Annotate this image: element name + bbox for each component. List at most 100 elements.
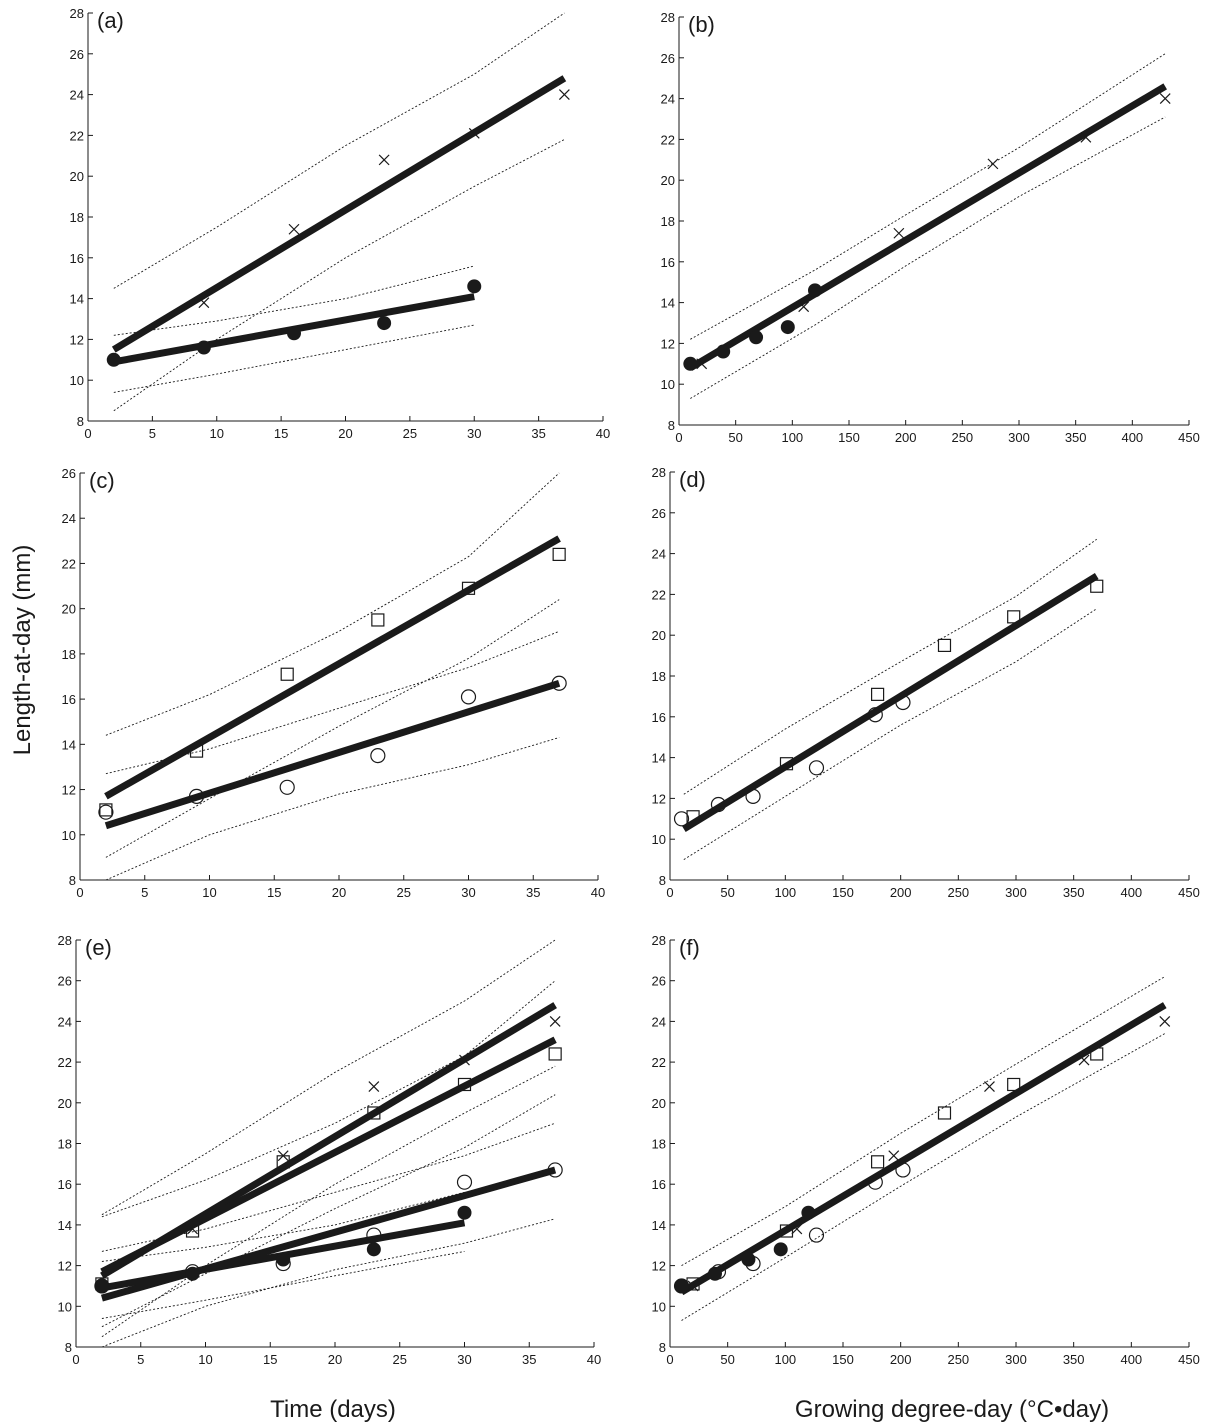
y-tick-label: 14 (652, 1218, 666, 1233)
x-tick-label: 350 (1063, 1352, 1085, 1367)
x-tick-label: 100 (774, 885, 796, 900)
y-tick-label: 16 (70, 251, 84, 266)
y-tick-label: 20 (58, 1096, 72, 1111)
x-tick-label: 0 (76, 885, 83, 900)
y-tick-label: 28 (58, 933, 72, 948)
y-tick-label: 8 (659, 873, 666, 888)
x-tick-label: 150 (838, 430, 860, 445)
x-tick-label: 200 (890, 1352, 912, 1367)
x-tick-label: 20 (338, 426, 352, 441)
cross-marker (558, 89, 570, 101)
x-tick-label: 250 (947, 885, 969, 900)
y-tick-label: 18 (652, 669, 666, 684)
filled-circle-marker (716, 344, 731, 359)
x-tick-label: 100 (774, 1352, 796, 1367)
cross-marker (1159, 1015, 1171, 1027)
x-tick-label: 0 (84, 426, 91, 441)
open-square-marker (1090, 579, 1104, 593)
open-circle-marker (745, 788, 761, 804)
ci-lower-line (113, 324, 475, 393)
open-square-marker (1090, 1047, 1104, 1061)
filled-circle-marker (106, 352, 121, 367)
x-tick-label: 25 (403, 426, 417, 441)
x-tick-label: 0 (675, 430, 682, 445)
open-square-marker (280, 667, 294, 681)
open-circle-marker (808, 760, 825, 776)
panels: 0 5 10 15 20 25 30 35 40 8 10 12 14 16 18 20 22 24 26 28 (a)… (58, 6, 1200, 1367)
open-square-marker (779, 1224, 794, 1238)
x-tick-label: 35 (522, 1352, 536, 1367)
x-axis-title-gdd: Growing degree-day (°C•day) (795, 1396, 1109, 1423)
panel-b: 0 50 100 150 200 250 300 350 400 450 8 10 12 14 16 18 20… (661, 10, 1200, 445)
filled-circle-marker (196, 340, 211, 355)
ci-lower-line (101, 1094, 556, 1328)
y-tick-label: 10 (62, 828, 76, 843)
cross-marker (1159, 93, 1171, 105)
y-tick-label: 22 (652, 1055, 666, 1070)
filled-circle-marker (780, 320, 795, 335)
y-tick-label: 12 (661, 336, 675, 351)
x-tick-label: 20 (328, 1352, 342, 1367)
open-square-marker (1007, 610, 1021, 624)
ci-upper-line (101, 980, 556, 1218)
cross-marker (549, 1015, 561, 1027)
y-tick-label: 20 (70, 169, 84, 184)
ci-lower-line (113, 139, 565, 412)
y-tick-label: 28 (661, 10, 675, 25)
filled-circle-marker (185, 1266, 200, 1281)
y-tick-label: 26 (652, 974, 666, 989)
y-tick-label: 16 (661, 255, 675, 270)
fit-line (682, 573, 1099, 832)
open-square-marker (99, 803, 113, 817)
y-tick-label: 8 (69, 873, 76, 888)
y-tick-label: 10 (652, 1299, 666, 1314)
y-tick-label: 16 (58, 1177, 72, 1192)
filled-circle-marker (467, 279, 482, 294)
open-circle-marker (710, 796, 727, 813)
cross-marker (459, 1054, 470, 1066)
x-tick-label: 150 (832, 1352, 854, 1367)
y-tick-label: 24 (62, 511, 76, 526)
cross-marker (893, 227, 905, 239)
x-tick-label: 50 (728, 430, 742, 445)
y-tick-label: 28 (652, 933, 666, 948)
x-tick-label: 100 (781, 430, 803, 445)
fit-line (688, 83, 1167, 371)
x-tick-label: 25 (397, 885, 411, 900)
open-square-marker (779, 757, 794, 771)
y-tick-label: 24 (70, 88, 84, 103)
ci-lower-line (105, 599, 560, 858)
filled-circle-marker (276, 1252, 291, 1267)
x-tick-label: 15 (267, 885, 281, 900)
panel-c: 0 5 10 15 20 25 30 35 40 8 10 12 14 16 18 20 22 24 26 (c) (62, 466, 606, 900)
panel-f: 0 50 100 150 200 250 300 350 400 450 8 10 12 14 16 18 20… (652, 933, 1200, 1367)
cross-marker (791, 1223, 803, 1235)
y-tick-label: 26 (652, 506, 666, 521)
x-tick-label: 35 (526, 885, 540, 900)
open-square-marker (185, 1224, 200, 1238)
y-tick-label: 10 (652, 832, 666, 847)
filled-circle-marker (741, 1252, 756, 1267)
fit-line (104, 535, 561, 800)
ci-lower-line (101, 1065, 556, 1338)
x-tick-label: 400 (1121, 430, 1143, 445)
open-square-marker (461, 581, 476, 595)
fit-line (679, 1002, 1167, 1296)
y-tick-label: 26 (58, 974, 72, 989)
x-tick-label: 50 (720, 1352, 734, 1367)
cross-marker (187, 1223, 198, 1235)
x-tick-label: 10 (202, 885, 216, 900)
y-tick-label: 22 (62, 556, 76, 571)
ci-lower-line (690, 116, 1166, 399)
x-tick-label: 5 (141, 885, 148, 900)
x-tick-label: 0 (666, 885, 673, 900)
y-tick-label: 20 (62, 602, 76, 617)
y-tick-label: 24 (652, 547, 666, 562)
y-tick-label: 14 (58, 1218, 72, 1233)
y-tick-label: 10 (58, 1299, 72, 1314)
y-tick-label: 18 (652, 1137, 666, 1152)
filled-circle-marker (749, 330, 764, 345)
x-tick-label: 250 (951, 430, 973, 445)
cross-marker (1080, 131, 1092, 143)
open-circle-marker (808, 1227, 825, 1243)
